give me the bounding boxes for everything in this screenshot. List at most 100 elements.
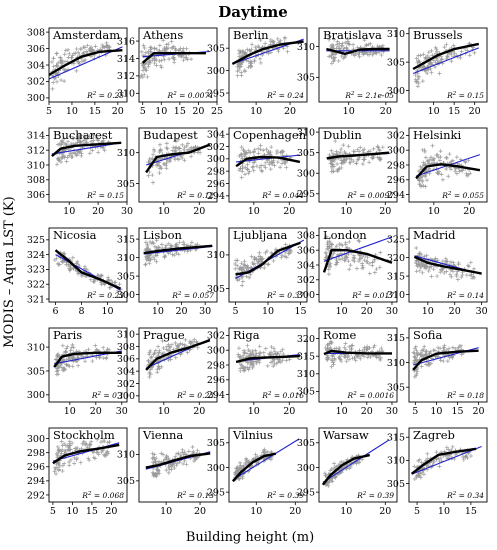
data-point: [342, 258, 347, 263]
data-point: [84, 441, 89, 446]
x-tick-label: 5: [232, 306, 238, 317]
data-point: [181, 461, 186, 466]
data-point: [147, 261, 152, 266]
x-tick-label: 10: [63, 206, 75, 217]
data-point: [364, 43, 369, 48]
data-point: [422, 254, 427, 259]
y-tick-label: 300: [207, 346, 225, 357]
data-point: [435, 171, 440, 176]
data-point: [351, 159, 356, 164]
data-point: [79, 151, 84, 156]
x-tick-label: 15: [174, 106, 186, 117]
data-point: [249, 61, 254, 66]
data-point: [428, 67, 433, 72]
x-tick-label: 10: [248, 206, 260, 217]
x-tick-label: 20: [289, 506, 301, 517]
data-point: [153, 348, 158, 353]
data-point: [379, 53, 384, 58]
data-point: [181, 147, 186, 152]
data-point: [265, 262, 270, 267]
data-point: [365, 52, 370, 57]
city-label: Vienna: [142, 428, 183, 442]
data-point: [86, 456, 91, 461]
data-point: [453, 166, 458, 171]
data-point: [87, 151, 92, 156]
data-point: [464, 171, 469, 176]
y-tick-label: 310: [297, 127, 315, 138]
data-point: [327, 37, 332, 42]
data-point: [347, 156, 352, 161]
data-point: [68, 348, 73, 353]
data-point: [173, 454, 178, 459]
r-squared-prefix: R: [171, 291, 178, 300]
r-squared-label: R2 = 0.23: [176, 391, 214, 400]
data-point: [263, 160, 268, 165]
data-point: [413, 73, 418, 78]
data-point: [328, 468, 333, 473]
data-point: [353, 358, 358, 363]
data-point: [414, 79, 419, 84]
data-point: [161, 345, 166, 350]
data-point: [429, 361, 433, 366]
data-point: [164, 161, 169, 166]
y-tick-label: 296: [27, 462, 45, 473]
data-point: [335, 260, 340, 265]
data-point: [235, 69, 240, 74]
data-point: [346, 41, 351, 46]
panel-bucharest: Bucharest R2 = 0.15 10 20 30 306 308 310 312 314: [27, 127, 133, 217]
data-point: [62, 448, 67, 453]
data-point: [91, 132, 96, 137]
data-point: [50, 86, 55, 91]
data-point: [416, 474, 421, 479]
data-point: [177, 146, 182, 151]
x-tick-label: 10: [438, 506, 450, 517]
r-squared-label: R2 = 2.1e-05: [344, 91, 394, 100]
data-point: [256, 259, 261, 264]
y-tick-label: 315: [387, 433, 405, 444]
r-squared-prefix: R: [91, 391, 98, 400]
data-point: [278, 360, 283, 365]
r-squared-eq: =: [456, 491, 467, 500]
data-point: [427, 362, 432, 367]
x-tick-label: 10: [336, 306, 348, 317]
data-point: [427, 266, 432, 271]
data-point: [245, 167, 250, 172]
data-point: [154, 259, 159, 264]
panel-vilnius: Vilnius R2 = 0.39 10 20 295 300 305: [207, 427, 308, 517]
data-point: [70, 441, 75, 446]
x-tick-label: 5: [46, 106, 52, 117]
data-point: [330, 354, 335, 359]
data-point: [256, 44, 261, 49]
r-squared-prefix: R: [344, 91, 351, 100]
r-squared-value: 0.34: [467, 491, 484, 500]
y-tick-label: 324: [27, 250, 45, 261]
data-point: [424, 352, 429, 357]
data-point: [272, 349, 277, 354]
x-tick-label: 20: [194, 506, 206, 517]
data-point: [355, 147, 360, 152]
city-label: Budapest: [143, 128, 198, 142]
y-tick-label: 310: [27, 342, 45, 353]
data-point: [429, 70, 434, 75]
x-tick-label: 20: [112, 106, 124, 117]
data-point: [240, 279, 245, 284]
y-tick-label: 304: [117, 366, 135, 377]
data-point: [82, 264, 87, 269]
panel-bratislava: Bratislava R2 = 2.1e-05 10 20 305 310: [297, 27, 398, 117]
r-squared-label: R2 = 0.017: [351, 291, 394, 300]
data-point: [343, 341, 348, 346]
data-point: [429, 274, 434, 279]
y-tick-label: 298: [207, 166, 225, 177]
y-tick-label: 296: [387, 175, 405, 186]
r-squared-value: 0.0097: [368, 191, 394, 200]
data-point: [269, 161, 274, 166]
data-point: [335, 39, 340, 44]
data-point: [376, 145, 381, 150]
data-point: [109, 278, 114, 283]
r-squared-prefix: R: [441, 191, 448, 200]
data-point: [63, 48, 68, 53]
data-point: [421, 64, 426, 69]
data-point: [448, 272, 453, 277]
data-point: [189, 340, 194, 345]
data-point: [244, 274, 249, 279]
